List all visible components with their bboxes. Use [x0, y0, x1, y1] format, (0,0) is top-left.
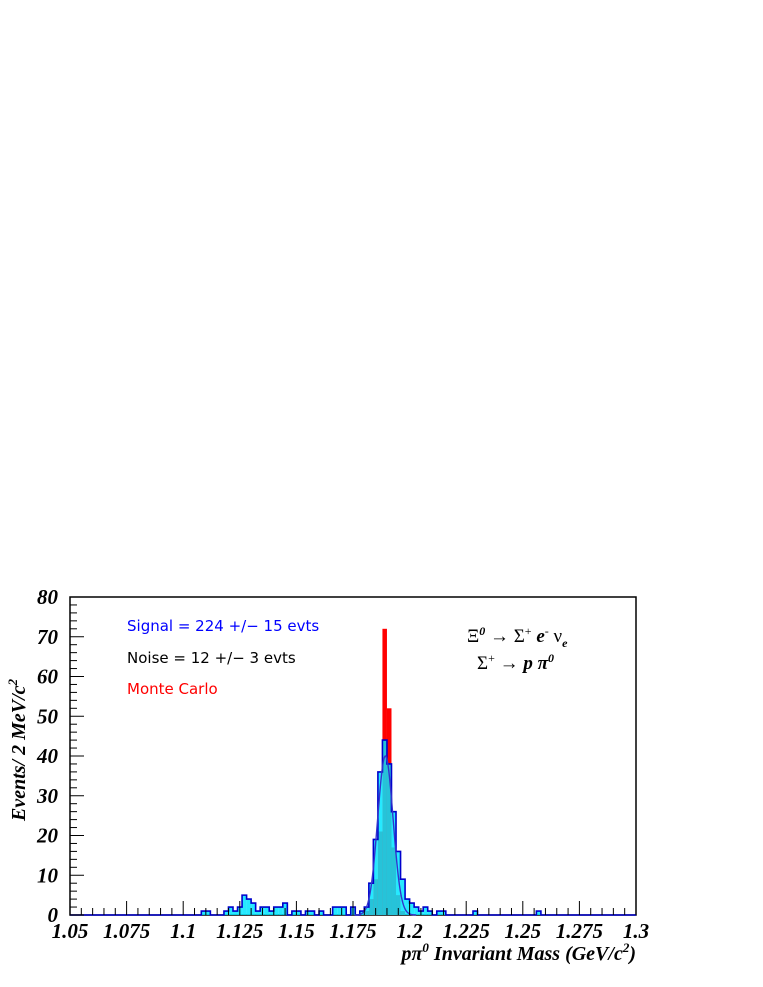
data-bar — [423, 907, 428, 915]
pi-charge: 0 — [548, 651, 554, 665]
data-bar — [391, 811, 397, 915]
data-bar — [309, 911, 315, 915]
data-bar — [377, 771, 383, 915]
data-bar — [273, 907, 279, 915]
x-title-sup: 0 — [422, 940, 429, 955]
data-outline — [70, 739, 636, 916]
data-bar — [201, 911, 206, 915]
electron-charge: - — [545, 624, 549, 638]
data-bar — [264, 907, 270, 915]
data-bar — [319, 911, 324, 915]
data-bar — [291, 911, 297, 915]
y-title-sup: 2 — [5, 678, 20, 686]
x-tick-label: 1.275 — [556, 919, 603, 943]
data-bar — [373, 839, 378, 915]
y-tick-label: 20 — [36, 824, 59, 848]
x-tick-label: 1.125 — [216, 919, 263, 943]
data-bar — [246, 899, 252, 915]
decay-line-1: Ξ0 → Σ+ e- νe — [467, 624, 568, 650]
y-tick-label: 30 — [36, 784, 59, 808]
data-bar — [427, 911, 433, 915]
decay-line-2: Σ+ → p π0 — [477, 651, 554, 674]
y-tick-label: 50 — [37, 704, 59, 728]
data-bar — [341, 907, 347, 915]
data-bar — [364, 907, 369, 915]
fit-curve — [354, 755, 417, 916]
data-bar — [242, 895, 247, 915]
data-bar — [400, 879, 406, 915]
arrow-p-pi: → p π — [495, 653, 549, 674]
data-bar — [233, 911, 238, 915]
data-bar — [409, 903, 415, 915]
signal-annotation: Signal = 224 +/− 15 evts — [127, 617, 319, 635]
x-title-sup2: 2 — [622, 940, 630, 955]
data-bar — [368, 883, 374, 915]
neutrino-flavor: e — [562, 636, 568, 650]
y-tick-label: 80 — [37, 585, 59, 609]
tick-labels: 1.05 1.075 1.1 1.125 1.15 1.175 1.2 1.225 1.25 1.… — [36, 585, 649, 943]
data-bar — [414, 907, 419, 915]
noise-annotation: Noise = 12 +/− 3 evts — [127, 649, 296, 667]
neutrino: ν — [549, 626, 563, 647]
y-tick-label: 60 — [37, 665, 59, 689]
data-bar — [296, 911, 301, 915]
x-tick-label: 1.225 — [443, 919, 490, 943]
x-title-main: Invariant Mass (GeV/c — [429, 943, 623, 965]
x-tick-label: 1.1 — [170, 919, 196, 943]
x-tick-label: 1.25 — [504, 919, 541, 943]
y-tick-label: 10 — [37, 863, 59, 887]
x-tick-label: 1.175 — [329, 919, 376, 943]
y-tick-label: 40 — [36, 744, 59, 768]
data-bar — [251, 903, 256, 915]
gaussian-fit — [354, 755, 417, 916]
xi-charge: 0 — [479, 624, 485, 638]
x-tick-label: 1.075 — [103, 919, 150, 943]
data-bar — [436, 911, 442, 915]
data-bar — [223, 911, 229, 915]
data-bar — [205, 911, 211, 915]
y-axis-title: Events/ 2 MeV/c2 — [5, 678, 30, 822]
data-bar — [472, 911, 478, 915]
x-tick-label: 1.15 — [278, 919, 315, 943]
data-bar — [386, 763, 392, 915]
sigma-charge: + — [525, 624, 532, 638]
data-bar — [278, 907, 283, 915]
axis-ticks — [69, 596, 637, 916]
x-tick-label: 1.05 — [52, 919, 89, 943]
sigma2-symbol: Σ — [477, 653, 488, 674]
y-title-main: Events/ 2 MeV/c — [8, 685, 30, 822]
x-tick-label: 1.2 — [396, 919, 423, 943]
x-axis-title: pπ0 Invariant Mass (GeV/c2) — [400, 940, 637, 965]
electron: e — [532, 626, 546, 647]
x-tick-label: 1.3 — [623, 919, 649, 943]
data-bar — [269, 911, 274, 915]
data-bar — [337, 907, 342, 915]
x-title-end: ) — [627, 943, 636, 965]
sigma2-charge: + — [488, 651, 495, 665]
x-title-prefix: pπ — [400, 943, 424, 965]
mc-annotation: Monte Carlo — [127, 680, 218, 698]
xi-symbol: Ξ — [467, 626, 479, 647]
data-bar — [405, 899, 410, 915]
data-histogram — [70, 739, 636, 916]
data-bar — [332, 907, 338, 915]
data-bar — [536, 911, 541, 915]
data-bar — [228, 907, 234, 915]
y-tick-label: 70 — [37, 625, 59, 649]
data-bar — [382, 740, 387, 915]
arrow-sigma: → Σ — [485, 626, 525, 647]
data-bar — [396, 851, 401, 915]
data-bar — [255, 911, 261, 915]
y-tick-label: 0 — [48, 903, 59, 927]
